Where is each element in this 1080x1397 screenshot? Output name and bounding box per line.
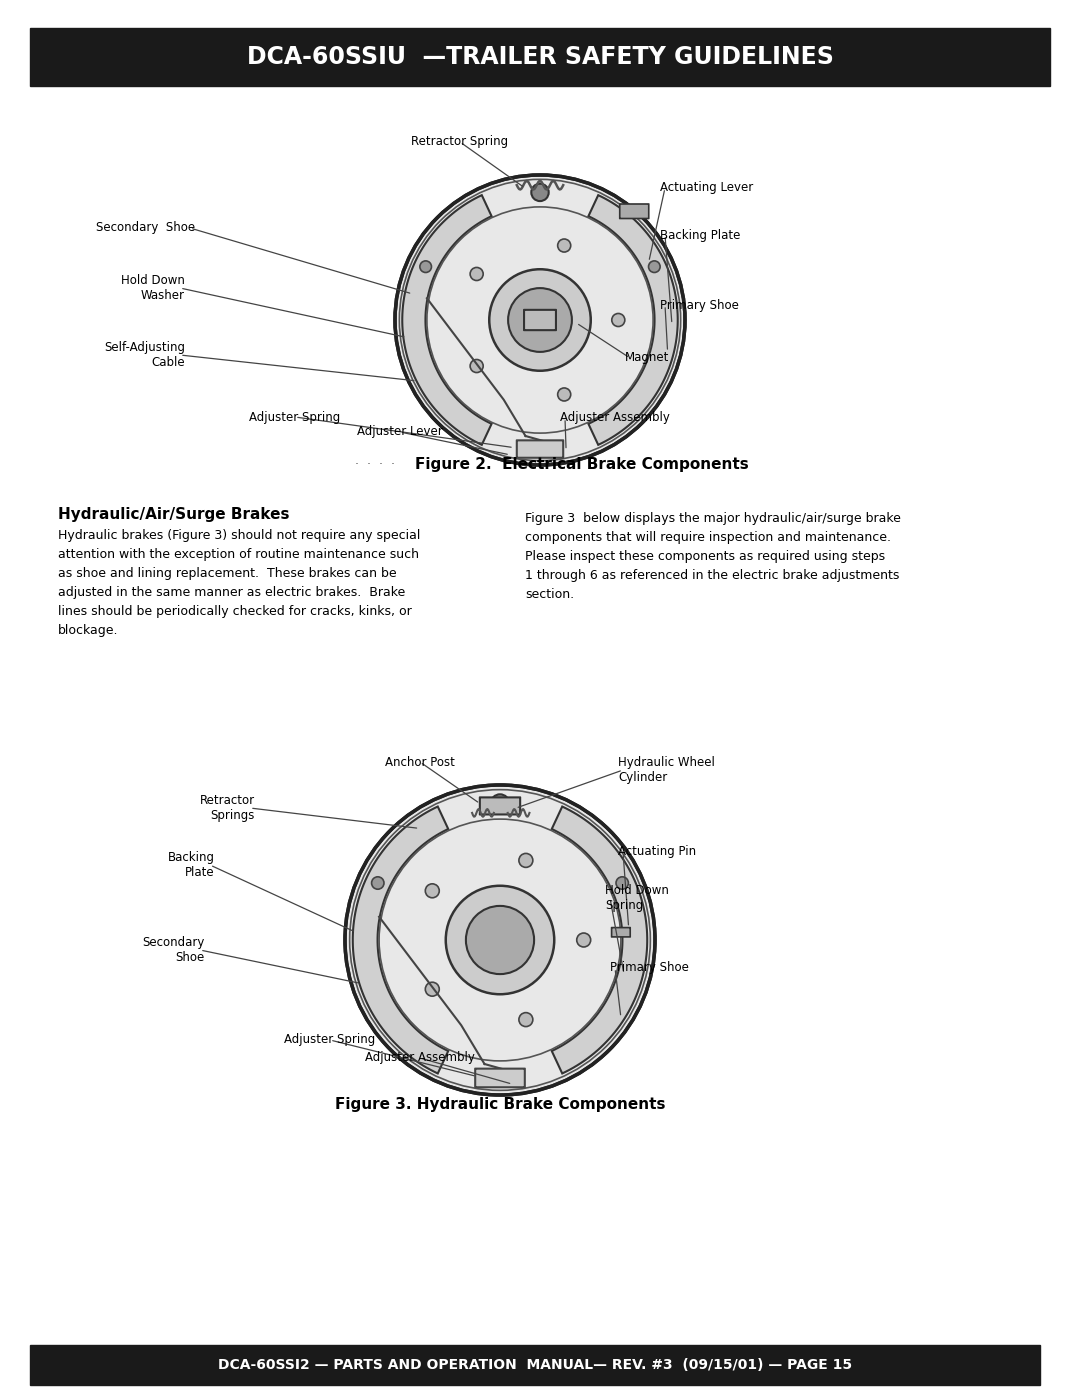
Bar	[30, 1345, 1040, 1384]
Text: 1 through 6 as referenced in the electric brake adjustments: 1 through 6 as referenced in the electri…	[525, 569, 900, 583]
Text: Magnet: Magnet	[625, 352, 670, 365]
Text: Hold Down
Washer: Hold Down Washer	[121, 274, 185, 302]
Text: DCA-60SSIU  —TRAILER SAFETY GUIDELINES: DCA-60SSIU —TRAILER SAFETY GUIDELINES	[246, 45, 834, 68]
Bar	[30, 28, 1050, 87]
FancyBboxPatch shape	[475, 1069, 525, 1087]
Polygon shape	[353, 806, 448, 1073]
Circle shape	[557, 388, 570, 401]
Circle shape	[616, 877, 629, 890]
Circle shape	[531, 183, 549, 201]
Circle shape	[470, 267, 483, 281]
Text: adjusted in the same manner as electric brakes.  Brake: adjusted in the same manner as electric …	[58, 585, 405, 599]
Circle shape	[489, 270, 591, 370]
Text: Hold Down
Spring: Hold Down Spring	[605, 884, 669, 912]
Circle shape	[470, 359, 483, 373]
Text: Please inspect these components as required using steps: Please inspect these components as requi…	[525, 550, 886, 563]
Text: Adjuster Spring: Adjuster Spring	[249, 411, 340, 423]
Text: Actuating Pin: Actuating Pin	[618, 845, 697, 859]
Text: Secondary  Shoe: Secondary Shoe	[96, 222, 195, 235]
Circle shape	[372, 877, 384, 890]
Text: Primary Shoe: Primary Shoe	[610, 961, 689, 975]
FancyBboxPatch shape	[480, 798, 521, 814]
Text: Hydraulic Wheel
Cylinder: Hydraulic Wheel Cylinder	[618, 756, 715, 784]
FancyBboxPatch shape	[620, 204, 649, 218]
Text: Figure 2.  Electrical Brake Components: Figure 2. Electrical Brake Components	[415, 457, 748, 472]
Circle shape	[508, 288, 572, 352]
Text: Hydraulic/Air/Surge Brakes: Hydraulic/Air/Surge Brakes	[58, 507, 289, 522]
Polygon shape	[402, 196, 491, 444]
Text: Figure 3. Hydraulic Brake Components: Figure 3. Hydraulic Brake Components	[335, 1098, 665, 1112]
FancyBboxPatch shape	[524, 310, 556, 330]
Text: Adjuster Lever: Adjuster Lever	[357, 426, 443, 439]
Circle shape	[446, 886, 554, 995]
FancyBboxPatch shape	[517, 440, 563, 458]
Polygon shape	[589, 196, 678, 444]
Text: Retractor
Springs: Retractor Springs	[200, 793, 255, 821]
Circle shape	[490, 795, 510, 813]
Text: lines should be periodically checked for cracks, kinks, or: lines should be periodically checked for…	[58, 605, 411, 617]
Circle shape	[611, 313, 625, 327]
Circle shape	[648, 261, 660, 272]
Text: Adjuster Assembly: Adjuster Assembly	[561, 412, 670, 425]
Polygon shape	[552, 806, 647, 1073]
Text: Retractor Spring: Retractor Spring	[411, 136, 509, 148]
Text: Adjuster Spring: Adjuster Spring	[284, 1034, 376, 1046]
Circle shape	[426, 982, 440, 996]
Text: attention with the exception of routine maintenance such: attention with the exception of routine …	[58, 548, 419, 562]
Text: Self-Adjusting
Cable: Self-Adjusting Cable	[104, 341, 185, 369]
Text: section.: section.	[525, 588, 575, 601]
Circle shape	[557, 239, 570, 251]
Circle shape	[518, 1013, 532, 1027]
FancyBboxPatch shape	[611, 928, 631, 937]
Text: Adjuster Assembly: Adjuster Assembly	[365, 1052, 475, 1065]
Text: Backing
Plate: Backing Plate	[168, 851, 215, 879]
Text: as shoe and lining replacement.  These brakes can be: as shoe and lining replacement. These br…	[58, 567, 396, 580]
Text: ·  ·  ·  ·: · · · ·	[355, 458, 395, 472]
Circle shape	[420, 261, 432, 272]
Text: Backing Plate: Backing Plate	[660, 229, 741, 242]
Circle shape	[518, 854, 532, 868]
Circle shape	[465, 905, 535, 974]
Text: Actuating Lever: Actuating Lever	[660, 182, 753, 194]
Text: components that will require inspection and maintenance.: components that will require inspection …	[525, 531, 891, 543]
Circle shape	[396, 176, 684, 464]
Text: Anchor Post: Anchor Post	[386, 756, 455, 768]
Text: Secondary
Shoe: Secondary Shoe	[143, 936, 205, 964]
Circle shape	[347, 787, 653, 1094]
Text: Figure 3  below displays the major hydraulic/air/surge brake: Figure 3 below displays the major hydrau…	[525, 511, 901, 525]
Circle shape	[426, 884, 440, 898]
Text: blockage.: blockage.	[58, 624, 119, 637]
Text: DCA-60SSI2 — PARTS AND OPERATION  MANUAL— REV. #3  (09/15/01) — PAGE 15: DCA-60SSI2 — PARTS AND OPERATION MANUAL—…	[218, 1358, 852, 1372]
Text: Primary Shoe: Primary Shoe	[660, 299, 739, 312]
Text: Hydraulic brakes (Figure 3) should not require any special: Hydraulic brakes (Figure 3) should not r…	[58, 529, 420, 542]
Circle shape	[577, 933, 591, 947]
